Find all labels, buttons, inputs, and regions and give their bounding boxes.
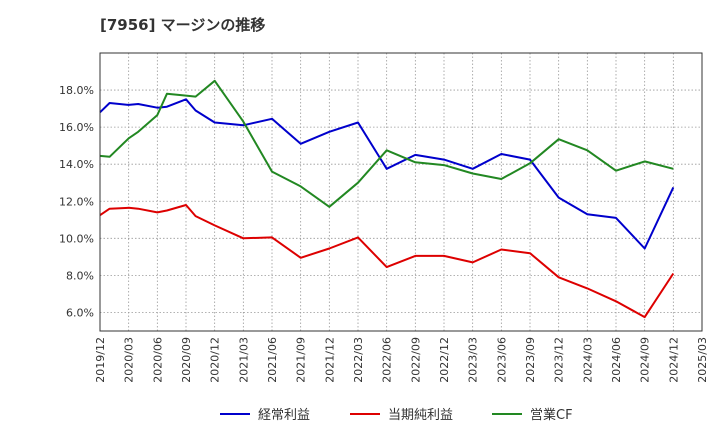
grid-lines <box>99 53 703 331</box>
legend-label-3: 営業CF <box>530 407 573 423</box>
y-tick-label: 6.0% <box>66 306 94 319</box>
y-tick-label: 8.0% <box>66 269 94 282</box>
x-axis-ticks: 2019/12 2020/03 2020/06 2020/09 2020/12 2021/… <box>94 337 709 383</box>
y-tick-label: 18.0% <box>59 84 94 97</box>
x-tick-label: 2021/06 <box>266 337 279 383</box>
x-tick-label: 2023/09 <box>524 337 537 383</box>
y-tick-label: 12.0% <box>59 195 94 208</box>
x-tick-label: 2020/03 <box>123 337 136 383</box>
x-tick-label: 2023/06 <box>495 337 508 383</box>
x-tick-label: 2024/12 <box>667 337 680 383</box>
x-tick-label: 2022/12 <box>438 337 451 383</box>
x-tick-label: 2021/12 <box>323 337 336 383</box>
plot-frame <box>99 52 703 332</box>
x-tick-label: 2021/09 <box>295 337 308 383</box>
chart-title: [7956] マージンの推移 <box>100 16 266 34</box>
x-tick-label: 2022/09 <box>409 337 422 383</box>
x-tick-label: 2019/12 <box>94 337 107 383</box>
x-tick-label: 2020/12 <box>209 337 222 383</box>
y-axis-ticks: 6.0% 8.0% 10.0% 12.0% 14.0% 16.0% 18.0% <box>59 84 94 319</box>
series-lines <box>99 79 675 319</box>
x-tick-label: 2024/06 <box>610 337 623 383</box>
x-tick-label: 2024/03 <box>581 337 594 383</box>
x-tick-label: 2020/06 <box>151 337 164 383</box>
x-tick-label: 2022/03 <box>352 337 365 383</box>
legend-label-1: 経常利益 <box>258 408 310 423</box>
legend: 経常利益 当期純利益 営業CF <box>220 407 573 423</box>
y-tick-label: 10.0% <box>59 232 94 245</box>
series-line-3 <box>99 79 674 208</box>
legend-label-2: 当期純利益 <box>388 408 453 423</box>
series-line-1 <box>99 98 675 250</box>
x-tick-label: 2025/03 <box>696 337 709 383</box>
x-tick-label: 2021/03 <box>237 337 250 383</box>
x-tick-label: 2022/06 <box>381 337 394 383</box>
series-line-2 <box>99 204 675 319</box>
y-tick-label: 16.0% <box>59 121 94 134</box>
x-tick-label: 2020/09 <box>180 337 193 383</box>
plot-background <box>100 53 702 331</box>
x-tick-label: 2023/12 <box>553 337 566 383</box>
y-tick-label: 14.0% <box>59 158 94 171</box>
x-tick-label: 2023/03 <box>467 337 480 383</box>
x-tick-label: 2024/09 <box>639 337 652 383</box>
